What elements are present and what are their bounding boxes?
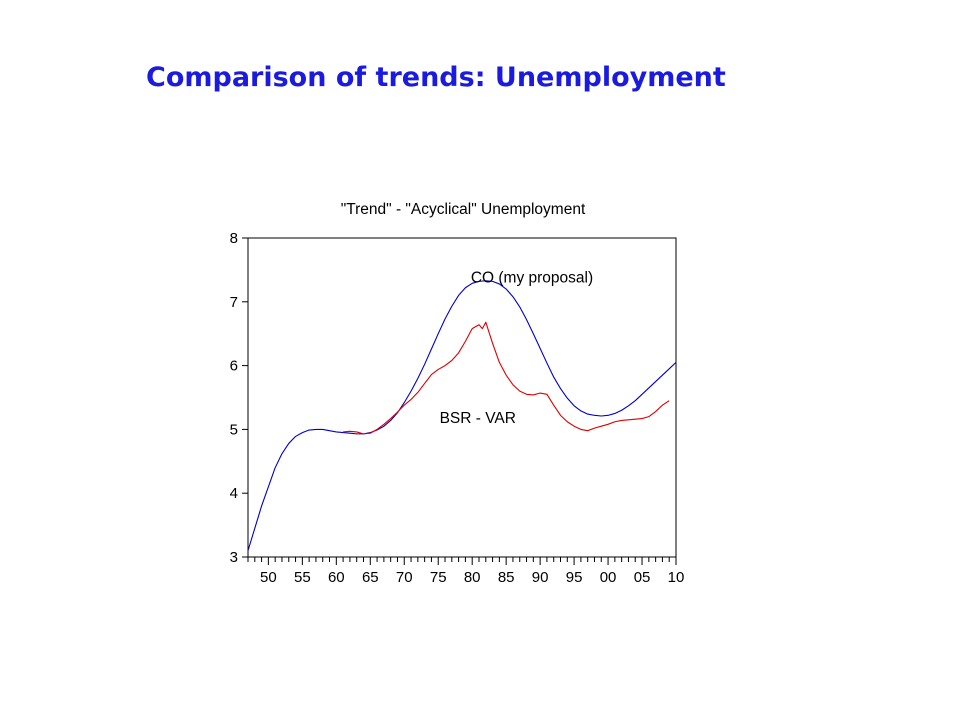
y-tick-label: 6 bbox=[230, 358, 238, 375]
annotation-co-label: CO (my proposal) bbox=[471, 270, 593, 287]
series-line-co bbox=[247, 280, 677, 551]
x-tick-label: 90 bbox=[532, 569, 549, 586]
plot-frame bbox=[247, 237, 677, 558]
series-group bbox=[247, 280, 677, 551]
x-tick-label: 75 bbox=[430, 569, 447, 586]
y-axis: 3 4 5 6 7 8 bbox=[230, 230, 248, 566]
series-line-bsr-var bbox=[343, 321, 670, 435]
y-tick-label: 7 bbox=[230, 294, 238, 311]
x-tick-label: 80 bbox=[464, 569, 481, 586]
x-tick-label: 70 bbox=[396, 569, 413, 586]
x-tick-label: 65 bbox=[362, 569, 379, 586]
x-tick-label: 10 bbox=[668, 569, 685, 586]
y-tick-label: 8 bbox=[230, 230, 238, 247]
y-tick-label: 4 bbox=[230, 485, 238, 502]
y-tick-label: 3 bbox=[230, 549, 238, 566]
x-tick-label: 95 bbox=[566, 569, 583, 586]
x-tick-label: 85 bbox=[498, 569, 515, 586]
x-tick-label: 55 bbox=[294, 569, 311, 586]
x-tick-label: 00 bbox=[600, 569, 617, 586]
x-tick-label: 05 bbox=[634, 569, 651, 586]
x-tick-label: 60 bbox=[328, 569, 345, 586]
slide-title: Comparison of trends: Unemployment bbox=[146, 62, 726, 93]
annotation-group: CO (my proposal) BSR - VAR bbox=[440, 270, 594, 427]
annotation-bsr-var-label: BSR - VAR bbox=[440, 410, 516, 427]
x-tick-label: 50 bbox=[260, 569, 277, 586]
chart-title: "Trend" - "Acyclical" Unemployment bbox=[341, 201, 586, 218]
y-tick-label: 5 bbox=[230, 421, 238, 438]
x-axis: 50 55 60 65 70 75 80 85 90 95 00 05 10 bbox=[247, 557, 685, 586]
